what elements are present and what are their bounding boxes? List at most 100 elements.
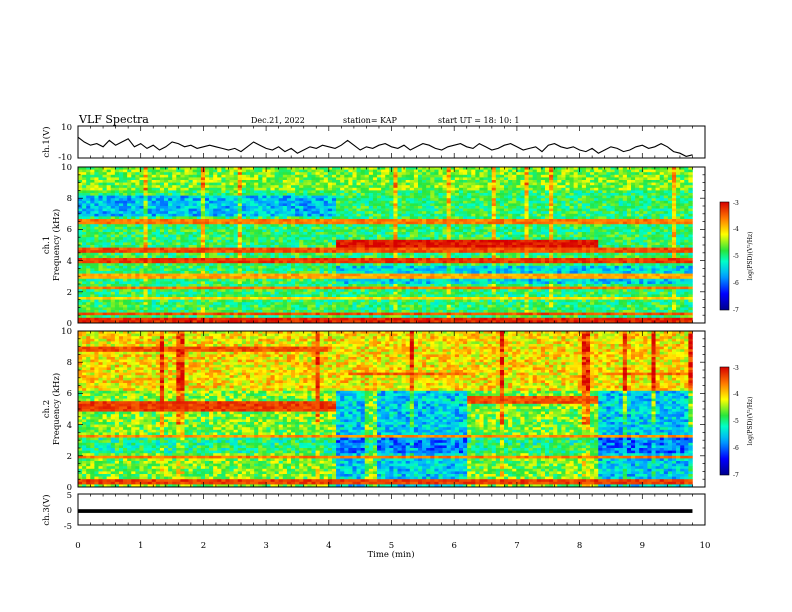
spectrogram-cell	[287, 216, 291, 219]
spectrogram-cell	[299, 193, 303, 196]
spectrogram-cell	[98, 281, 102, 284]
spectrogram-cell	[139, 255, 143, 258]
spectrogram-cell	[193, 305, 197, 308]
spectrogram-cell	[365, 232, 369, 235]
spectrogram-cell	[348, 302, 352, 305]
spectrogram-cell	[303, 313, 307, 316]
spectrogram-cell	[402, 206, 406, 209]
spectrogram-cell	[271, 177, 275, 180]
spectrogram-cell	[213, 219, 217, 222]
spectrogram-cell	[365, 307, 369, 310]
spectrogram-cell	[94, 266, 98, 269]
spectrogram-cell	[160, 318, 164, 321]
spectrogram-cell	[389, 190, 393, 193]
spectrogram-cell	[152, 315, 156, 318]
spectrogram-cell	[410, 172, 414, 175]
spectrogram-cell	[246, 237, 250, 240]
spectrogram-cell	[209, 297, 213, 300]
spectrogram-cell	[230, 240, 234, 243]
spectrogram-cell	[377, 216, 381, 219]
spectrogram-cell	[348, 261, 352, 264]
spectrogram-cell	[139, 310, 143, 313]
spectrogram-cell	[180, 190, 184, 193]
spectrogram-cell	[107, 250, 111, 253]
spectrogram-cell	[316, 292, 320, 295]
spectrogram-cell	[201, 310, 205, 313]
spectrogram-cell	[160, 266, 164, 269]
spectrogram-cell	[82, 255, 86, 258]
spectrogram-cell	[389, 209, 393, 212]
spectrogram-cell	[311, 310, 315, 313]
spectrogram-cell	[242, 279, 246, 282]
spectrogram-cell	[398, 190, 402, 193]
spectrogram-cell	[213, 284, 217, 287]
spectrogram-cell	[344, 253, 348, 256]
spectrogram-cell	[115, 222, 119, 225]
spectrogram-cell	[103, 185, 107, 188]
spectrogram-cell	[283, 185, 287, 188]
spectrogram-cell	[176, 222, 180, 225]
spectrogram-cell	[266, 175, 270, 178]
spectrogram-cell	[86, 232, 90, 235]
spectrogram-cell	[90, 305, 94, 308]
spectrogram-cell	[348, 287, 352, 290]
spectrogram-cell	[373, 318, 377, 321]
spectrogram-cell	[295, 289, 299, 292]
spectrogram-cell	[369, 177, 373, 180]
spectrogram-cell	[352, 180, 356, 183]
spectrogram-cell	[336, 185, 340, 188]
spectrogram-cell	[393, 318, 397, 321]
spectrogram-cell	[209, 188, 213, 191]
spectrogram-cell	[201, 263, 205, 266]
spectrogram-cell	[332, 279, 336, 282]
spectrogram-cell	[393, 183, 397, 186]
spectrogram-cell	[185, 209, 189, 212]
spectrogram-cell	[365, 274, 369, 277]
spectrogram-cell	[328, 307, 332, 310]
spectrogram-cell	[271, 183, 275, 186]
spectrogram-cell	[217, 294, 221, 297]
spectrogram-cell	[344, 310, 348, 313]
spectrogram-cell	[361, 227, 365, 230]
spectrogram-cell	[246, 216, 250, 219]
spectrogram-cell	[258, 206, 262, 209]
spectrogram-cell	[90, 240, 94, 243]
spectrogram-cell	[156, 214, 160, 217]
spectrogram-cell	[103, 235, 107, 238]
spectrogram-cell	[336, 284, 340, 287]
spectrogram-cell	[287, 227, 291, 230]
spectrogram-cell	[221, 258, 225, 261]
spectrogram-cell	[127, 235, 131, 238]
spectrogram-cell	[246, 279, 250, 282]
spectrogram-cell	[160, 242, 164, 245]
spectrogram-cell	[266, 310, 270, 313]
spectrogram-cell	[287, 188, 291, 191]
spectrogram-cell	[176, 240, 180, 243]
spectrogram-cell	[348, 263, 352, 266]
spectrogram-cell	[369, 274, 373, 277]
spectrogram-cell	[324, 196, 328, 199]
spectrogram-cell	[385, 268, 389, 271]
spectrogram-cell	[250, 258, 254, 261]
spectrogram-cell	[357, 253, 361, 256]
spectrogram-cell	[156, 279, 160, 282]
spectrogram-cell	[238, 201, 242, 204]
spectrogram-cell	[262, 203, 266, 206]
spectrogram-cell	[316, 237, 320, 240]
spectrogram-cell	[139, 219, 143, 222]
spectrogram-cell	[221, 271, 225, 274]
spectrogram-cell	[86, 297, 90, 300]
spectrogram-cell	[98, 315, 102, 318]
spectrogram-cell	[209, 224, 213, 227]
spectrogram-cell	[320, 274, 324, 277]
spectrogram-cell	[197, 248, 201, 251]
spectrogram-cell	[168, 216, 172, 219]
spectrogram-cell	[148, 255, 152, 258]
spectrogram-cell	[152, 224, 156, 227]
spectrogram-cell	[144, 214, 148, 217]
spectrogram-cell	[131, 188, 135, 191]
spectrogram-cell	[295, 300, 299, 303]
spectrogram-cell	[123, 227, 127, 230]
spectrogram-cell	[250, 198, 254, 201]
spectrogram-cell	[103, 310, 107, 313]
